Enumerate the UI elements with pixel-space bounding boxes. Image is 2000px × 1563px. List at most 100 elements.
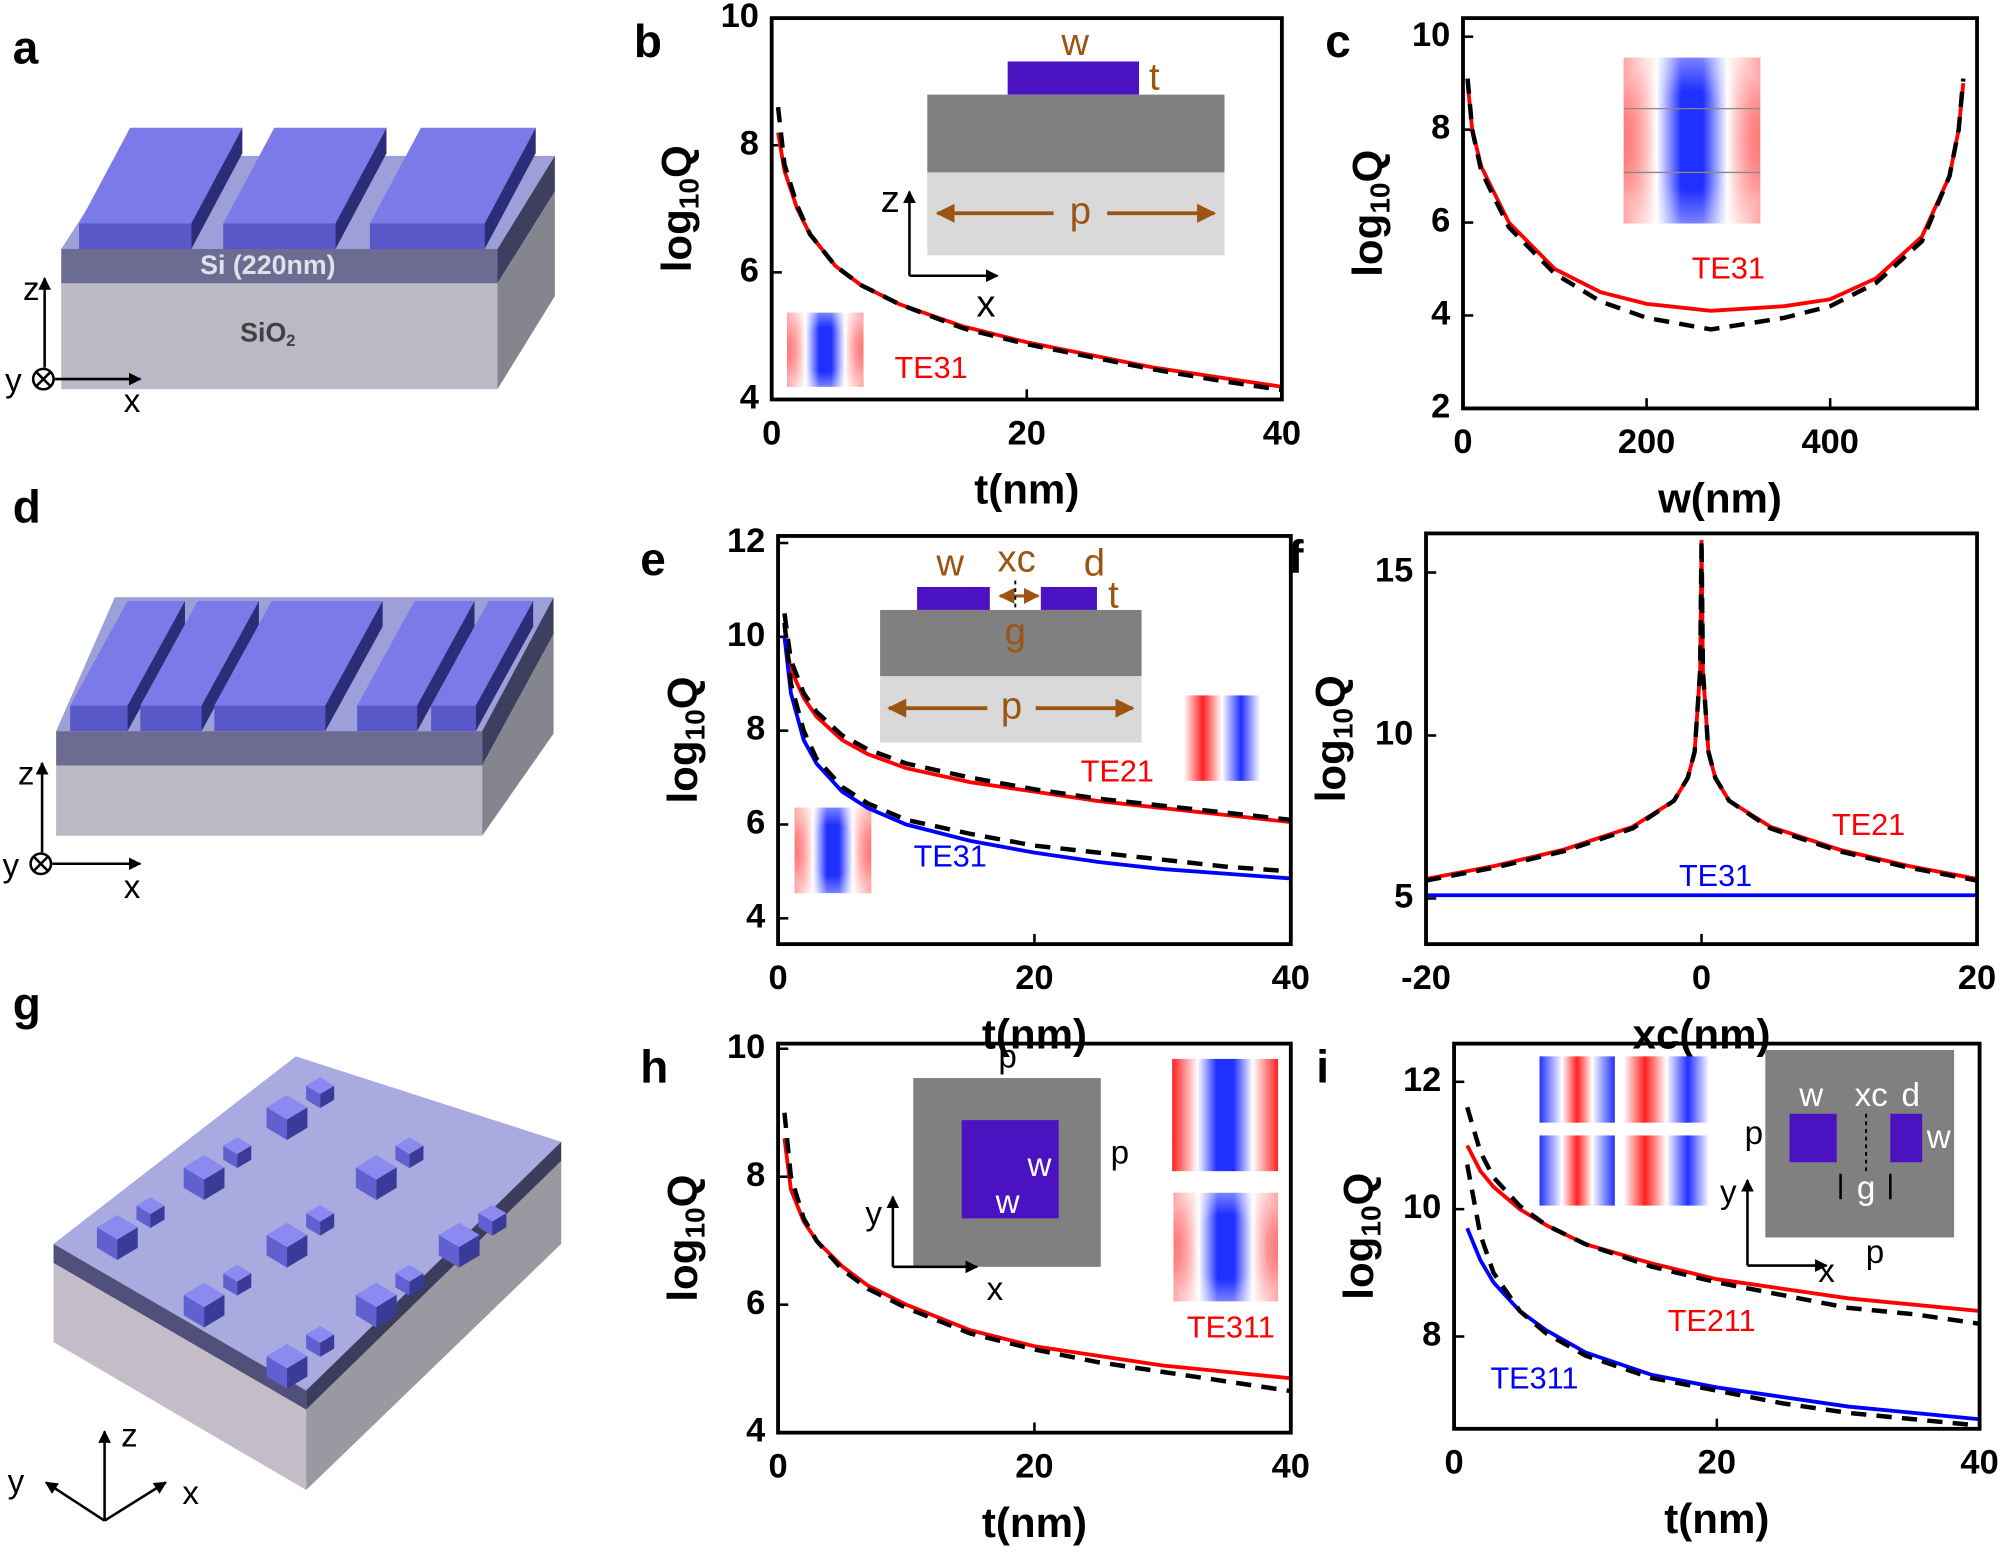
x-axis-label: xc(nm) [1633, 1010, 1771, 1057]
mode-fade [1623, 57, 1761, 224]
inset-label: z [881, 178, 900, 221]
lines [782, 1112, 1291, 1394]
cube-right [459, 1234, 480, 1268]
x-tick-label: 0 [1692, 959, 1711, 997]
inset-label: x [987, 1271, 1004, 1308]
y-axis-label-part: Q [659, 677, 706, 710]
inset-label: p [1866, 1234, 1884, 1271]
stripe-front [369, 223, 485, 249]
inset-strip [917, 586, 990, 610]
lines [1426, 539, 1978, 898]
series-line [1465, 78, 1966, 332]
inset-label: g [1005, 610, 1026, 653]
y-axis-label-part: 10 [674, 178, 705, 209]
stripe-front [431, 705, 476, 732]
cube-right [150, 1205, 165, 1229]
y-axis-label-part: 10 [1328, 708, 1359, 739]
cube-top [306, 1326, 335, 1343]
panel-label: d [13, 481, 41, 533]
cube-left [183, 1167, 205, 1200]
cube-right [376, 1167, 397, 1200]
cube-left [355, 1167, 377, 1200]
x-tick-label: 200 [1618, 423, 1675, 461]
axes-glyph [31, 277, 142, 391]
cube-right [204, 1294, 225, 1328]
inset-label: p [1070, 189, 1091, 232]
axis-glyph-label: z [23, 271, 40, 308]
inset [1623, 57, 1761, 224]
y-axis-label-part: log [1307, 739, 1354, 802]
x-axis-label: t(nm) [974, 466, 1079, 513]
cube-right [286, 1356, 308, 1389]
inset [1539, 1049, 1955, 1272]
inset-label: w [1027, 1147, 1053, 1184]
axis-glyph-label: z [121, 1418, 138, 1455]
stripe-side [475, 601, 534, 732]
inset-label: w [1798, 1077, 1824, 1114]
cube-left [306, 1085, 321, 1109]
lines [1465, 78, 1966, 332]
y-tick-label: 6 [740, 251, 759, 289]
mode-profile [1623, 1056, 1710, 1123]
stripe-side [417, 601, 475, 732]
stripe-front [214, 705, 326, 732]
series-label: TE31 [895, 351, 968, 385]
lines [782, 613, 1291, 881]
y-axis-label-part: Q [1335, 1173, 1382, 1206]
inset-label: t [1108, 573, 1119, 616]
y-tick-label: 6 [746, 804, 765, 842]
y-axis-label-part: Q [659, 1175, 706, 1208]
inset-strip [1007, 61, 1140, 95]
cube-left [438, 1234, 460, 1268]
x-tick-label: 400 [1801, 423, 1858, 461]
stripe-top [357, 601, 475, 706]
stripe-top [214, 601, 383, 706]
cube-left [96, 1227, 118, 1260]
y-tick-label: 4 [1431, 295, 1450, 333]
stripe-side [484, 127, 536, 249]
y-tick-label: 10 [727, 616, 765, 654]
lines [775, 106, 1282, 393]
cube-right [409, 1145, 424, 1169]
inset-strip [1890, 1113, 1923, 1163]
series-line [782, 1112, 1291, 1394]
x-tick-label: 20 [1958, 959, 1996, 997]
series-line [782, 636, 1291, 881]
inset-label: y [1720, 1174, 1737, 1211]
inset-label: xc [1855, 1077, 1888, 1114]
stripe-side [127, 601, 185, 732]
x-tick-label: 0 [768, 959, 787, 997]
cube-left [395, 1273, 410, 1296]
y-tick-label: 6 [1431, 202, 1450, 240]
y-tick-label: 10 [1375, 715, 1413, 753]
stripe-side [191, 127, 243, 249]
plot-frame [776, 534, 1293, 947]
cube-top [96, 1215, 138, 1240]
cube-right [286, 1234, 308, 1268]
y-axis-label-part: log [1344, 214, 1391, 277]
mode-profile [1183, 695, 1261, 781]
cube-top [306, 1204, 335, 1222]
cube-top [478, 1204, 507, 1222]
inset-label: w [1926, 1119, 1952, 1156]
plot-frame [1424, 531, 1979, 947]
x-tick-label: 40 [1272, 959, 1310, 997]
stripe-top [70, 601, 185, 706]
stripe-side [201, 601, 259, 732]
series-line [1465, 1106, 1980, 1326]
axes-glyph [44, 1430, 167, 1522]
axis-glyph-label: x [182, 1475, 199, 1512]
y-axis-label: log10Q [1344, 150, 1396, 277]
cube-right [204, 1167, 225, 1200]
cube-top [223, 1264, 252, 1282]
y-tick-label: 4 [740, 379, 759, 417]
y-axis-label-part: log [659, 1239, 706, 1302]
series-line [1426, 539, 1978, 883]
cube-top [266, 1343, 308, 1369]
panel-label: c [1325, 15, 1351, 67]
stripe-front [140, 705, 202, 732]
x-tick-label: 0 [1445, 1444, 1464, 1482]
y-axis-label-part: Q [1344, 150, 1391, 183]
